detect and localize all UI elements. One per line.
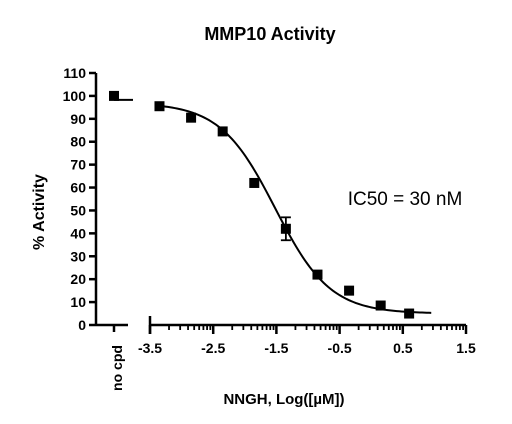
data-point — [312, 269, 323, 280]
x-tick-label: 0.5 — [393, 340, 413, 356]
y-tick-label: 80 — [70, 134, 86, 150]
x-axis-label: NNGH, Log([µM]) — [223, 391, 344, 408]
y-axis: 0 10 20 30 40 50 60 70 80 90 100 110 — [63, 65, 98, 333]
data-point — [249, 177, 260, 188]
y-tick-label: 110 — [63, 65, 86, 81]
x-tick-label: -1.5 — [264, 340, 288, 356]
chart-title: MMP10 Activity — [204, 24, 335, 44]
control-point — [109, 90, 119, 101]
x-tick-label: -0.5 — [328, 340, 352, 356]
data-point — [280, 223, 291, 234]
y-axis-label: % Activity — [31, 174, 48, 250]
control-label: no cpd — [109, 345, 125, 391]
y-tick-label: 90 — [70, 111, 86, 127]
ic50-annotation: IC50 = 30 nM — [348, 189, 463, 210]
y-tick-label: 50 — [70, 202, 86, 218]
y-tick-label: 10 — [70, 294, 86, 310]
data-point — [154, 101, 165, 112]
data-point — [404, 308, 415, 319]
y-tick-label: 0 — [78, 317, 86, 333]
y-tick-label: 70 — [70, 157, 86, 173]
data-point — [375, 300, 386, 311]
y-tick-label: 20 — [70, 271, 86, 287]
x-tick-label: 1.5 — [456, 340, 476, 356]
y-tick-label: 60 — [70, 180, 86, 196]
x-tick-label: -3.5 — [138, 340, 162, 356]
data-point — [186, 112, 197, 123]
x-tick-label: -2.5 — [201, 340, 225, 356]
plot-area — [109, 90, 432, 319]
data-point — [344, 285, 355, 296]
x-axis: -3.5 -2.5 -1.5 -0.5 0.5 1.5 — [96, 316, 476, 356]
y-tick-label: 100 — [63, 88, 87, 104]
data-point — [217, 126, 228, 137]
y-tick-label: 40 — [70, 225, 86, 241]
y-tick-label: 30 — [70, 248, 86, 264]
